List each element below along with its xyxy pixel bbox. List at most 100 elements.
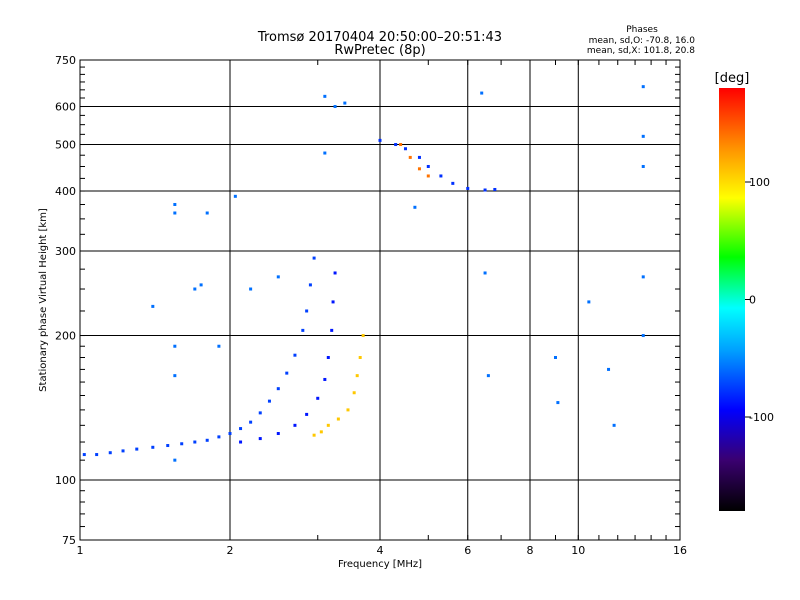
data-point: [95, 453, 99, 457]
data-point: [323, 94, 327, 98]
data-point: [301, 328, 305, 332]
x-tick-label: 8: [527, 544, 534, 557]
plot-frame: [79, 59, 681, 541]
data-point: [180, 442, 184, 446]
stats-o-mode: mean, sd,O: -70.8, 16.0: [589, 36, 696, 46]
series-group: [312, 334, 365, 437]
data-point: [641, 334, 645, 338]
data-point: [439, 174, 443, 178]
data-point: [326, 355, 330, 359]
stats-heading: Phases: [626, 25, 658, 35]
data-point: [336, 417, 340, 421]
data-point: [323, 377, 327, 381]
x-tick-label: 1: [77, 544, 84, 557]
data-point: [217, 344, 221, 348]
colorbar-label: [deg]: [715, 71, 750, 86]
data-point: [233, 194, 237, 198]
x-tick-label: 16: [673, 544, 687, 557]
data-point: [333, 105, 337, 109]
data-point: [108, 451, 112, 455]
data-point: [312, 256, 316, 260]
data-point: [413, 205, 417, 209]
series-group: [399, 143, 430, 178]
y-tick-label: 75: [62, 534, 76, 547]
data-point: [331, 300, 335, 304]
data-point: [641, 134, 645, 138]
data-point: [249, 420, 253, 424]
data-point: [612, 423, 616, 427]
y-tick-label: 750: [55, 54, 76, 67]
data-point: [258, 437, 262, 441]
chart-title: Tromsø 20170404 20:50:00–20:51:43: [257, 30, 502, 45]
grid-lines: [80, 60, 680, 540]
data-point: [151, 445, 155, 449]
colorbar-tick-label: 100: [749, 176, 770, 189]
colorbar: [719, 88, 745, 511]
y-axis-label: Stationary phase Virtual Height [km]: [38, 208, 49, 392]
series-group: [151, 85, 645, 462]
y-tick-label: 400: [55, 185, 76, 198]
chart-subtitle: RwPretec (8p): [334, 43, 425, 58]
data-point: [408, 155, 412, 159]
y-tick-label: 200: [55, 330, 76, 343]
data-point: [466, 186, 470, 190]
x-tick-label: 2: [227, 544, 234, 557]
colorbar-ticks: 100 0 -100: [745, 176, 774, 424]
data-point: [199, 283, 203, 287]
data-point: [355, 374, 359, 378]
data-point: [193, 440, 197, 444]
data-point: [312, 433, 316, 437]
data-point: [486, 374, 490, 378]
stats-x-mode: mean, sd,X: 101.8, 20.8: [587, 46, 695, 56]
data-point: [276, 275, 280, 279]
colorbar-tick-label: -100: [749, 411, 774, 424]
y-tick-label: 600: [55, 101, 76, 114]
data-point: [239, 440, 243, 444]
data-point: [258, 411, 262, 415]
data-point: [352, 391, 356, 395]
y-tick-label: 300: [55, 245, 76, 258]
data-point: [285, 371, 289, 375]
series-group: [82, 256, 316, 457]
data-point: [587, 300, 591, 304]
data-point: [205, 438, 209, 442]
data-point: [330, 328, 334, 332]
data-point: [316, 396, 320, 400]
data-point: [217, 435, 221, 439]
data-point: [173, 458, 177, 462]
data-point: [641, 275, 645, 279]
data-point: [239, 427, 243, 431]
data-point: [173, 374, 177, 378]
y-tick-label: 100: [55, 474, 76, 487]
data-point: [228, 432, 232, 436]
series-group: [378, 138, 497, 192]
x-tick-labels: 1 2 4 6 8 10 16: [77, 544, 688, 557]
y-tick-label: 500: [55, 139, 76, 152]
data-point: [249, 287, 253, 291]
data-point: [483, 188, 487, 192]
data-point: [323, 151, 327, 155]
x-tick-label: 10: [571, 544, 585, 557]
data-point: [166, 444, 170, 448]
data-point: [358, 355, 362, 359]
data-point: [399, 143, 403, 147]
x-tick-label: 6: [464, 544, 471, 557]
data-point: [173, 211, 177, 215]
colorbar-tick-label: 0: [749, 294, 756, 307]
data-point: [135, 447, 139, 451]
data-point: [483, 271, 487, 275]
data-point: [205, 211, 209, 215]
data-point: [276, 387, 280, 391]
data-point: [607, 367, 611, 371]
data-points: [82, 85, 645, 462]
data-point: [305, 412, 309, 416]
x-axis-label: Frequency [MHz]: [338, 559, 422, 570]
data-point: [193, 287, 197, 291]
data-point: [305, 309, 309, 313]
data-point: [82, 453, 86, 457]
data-point: [394, 143, 398, 147]
data-point: [121, 449, 125, 453]
data-point: [553, 355, 557, 359]
data-point: [346, 408, 350, 412]
